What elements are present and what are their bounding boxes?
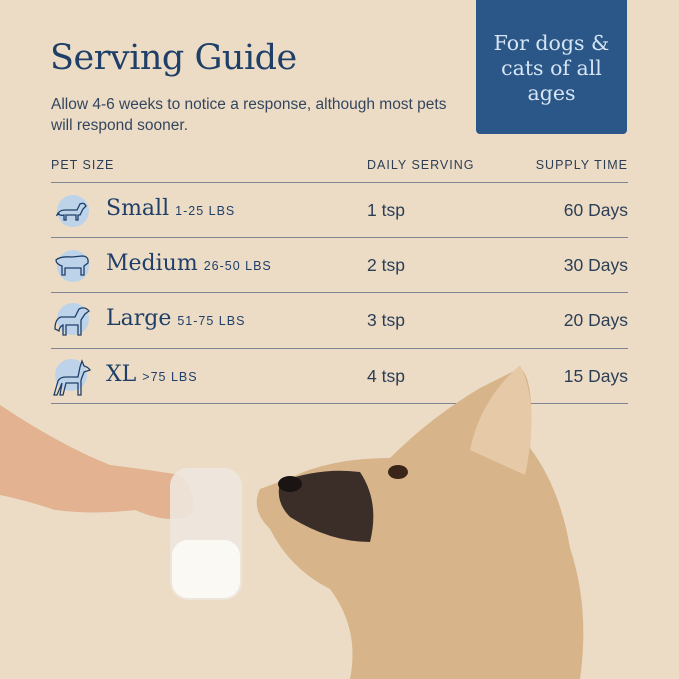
hand — [0, 405, 194, 519]
age-badge: For dogs & cats of all ages — [476, 0, 627, 134]
daily-serving: 3 tsp — [367, 310, 405, 330]
daily-serving: 2 tsp — [367, 255, 405, 275]
pet-size-label: Medium — [106, 251, 198, 276]
supply-time: 15 Days — [563, 366, 628, 386]
column-header-pet-size: PET SIZE — [51, 158, 115, 172]
divider — [51, 292, 628, 293]
weight-range: 26-50 LBS — [203, 259, 272, 273]
divider — [51, 237, 628, 238]
page-title: Serving Guide — [50, 38, 297, 78]
bulldog-icon — [55, 250, 89, 282]
weight-range: >75 LBS — [142, 370, 198, 384]
pet-size-label: Large — [106, 306, 172, 331]
table-row: Small 1-25 LBS 1 tsp 60 Days — [51, 183, 628, 238]
column-header-supply-time: SUPPLY TIME — [535, 158, 628, 172]
retriever-icon — [54, 303, 90, 336]
divider — [51, 403, 628, 404]
supply-time: 30 Days — [563, 255, 628, 275]
daily-serving: 4 tsp — [367, 366, 405, 386]
supply-time: 60 Days — [563, 200, 628, 220]
table-row: Medium 26-50 LBS 2 tsp 30 Days — [51, 238, 628, 293]
dog-eye — [388, 465, 408, 479]
subtitle: Allow 4-6 weeks to notice a response, al… — [51, 96, 447, 134]
divider — [51, 348, 628, 349]
weight-range: 1-25 LBS — [175, 204, 236, 218]
doberman-icon — [53, 359, 92, 396]
weight-range: 51-75 LBS — [177, 314, 246, 328]
milk — [172, 540, 240, 598]
dog-nose — [278, 476, 302, 492]
dog-and-jar-photo — [0, 365, 584, 679]
pet-size-label: XL — [106, 362, 137, 387]
table-row: Large 51-75 LBS 3 tsp 20 Days — [51, 293, 628, 348]
supply-time: 20 Days — [563, 310, 628, 330]
divider — [51, 182, 628, 183]
daily-serving: 1 tsp — [367, 200, 405, 220]
dog-ear — [470, 365, 532, 475]
pet-size-label: Small — [106, 196, 170, 221]
table-row: XL >75 LBS 4 tsp 15 Days — [51, 349, 628, 404]
dachshund-icon — [55, 195, 89, 227]
column-header-daily-serving: DAILY SERVING — [367, 158, 475, 172]
dog-muzzle — [278, 470, 374, 542]
